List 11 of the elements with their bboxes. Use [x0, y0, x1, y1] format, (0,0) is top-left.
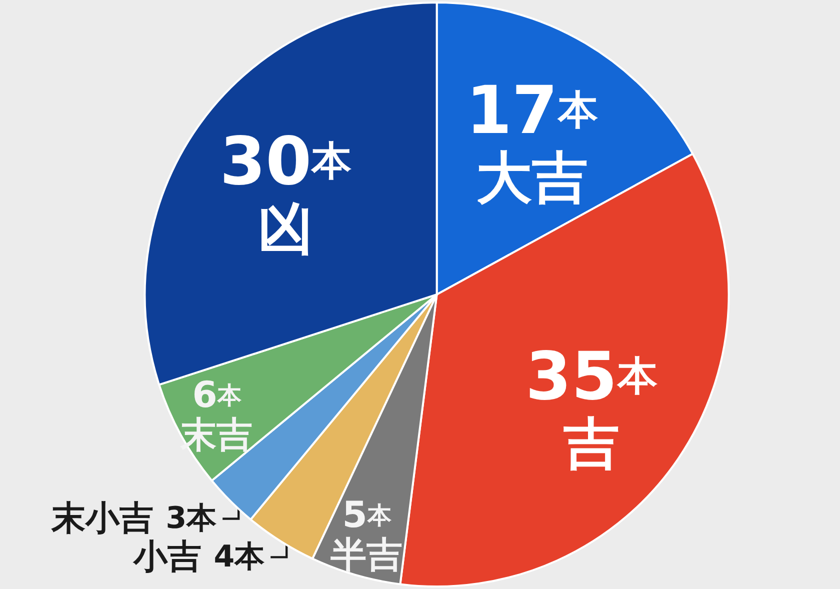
- slice-label: 半吉: [330, 535, 403, 576]
- data-label: 3本: [166, 501, 218, 536]
- data-label: 6本: [192, 374, 242, 416]
- slice-label: 末吉: [180, 414, 253, 456]
- data-label: 4本: [214, 540, 266, 575]
- data-label: 5本: [342, 495, 392, 536]
- slice-label: 凶: [258, 197, 314, 262]
- slice-label: 末小吉: [50, 498, 154, 539]
- slice-label: 大吉: [476, 146, 588, 212]
- slice-label: 吉: [562, 412, 620, 478]
- slice-label: 小吉: [132, 537, 202, 578]
